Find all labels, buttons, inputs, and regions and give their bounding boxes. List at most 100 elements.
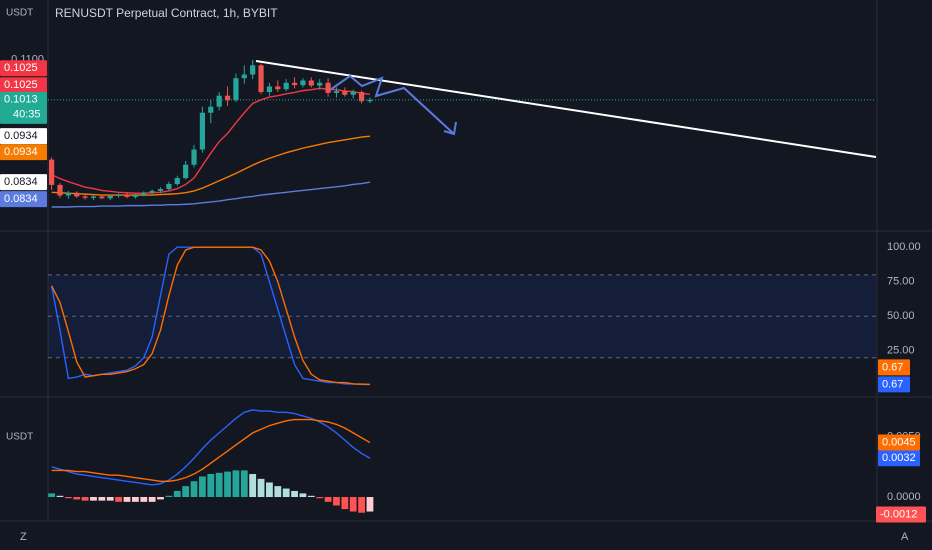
candle-body bbox=[166, 184, 172, 190]
histogram-bar bbox=[157, 497, 164, 500]
band-fill bbox=[48, 274, 876, 358]
histogram-bar bbox=[291, 490, 298, 498]
y-tick-label: 0.0000 bbox=[887, 491, 921, 503]
candle-body bbox=[141, 192, 147, 196]
candle-body bbox=[199, 112, 206, 150]
series-line bbox=[51, 181, 371, 208]
histogram-bar bbox=[182, 486, 190, 498]
candle-body bbox=[149, 190, 155, 193]
candle-body bbox=[308, 80, 314, 86]
histogram-bar bbox=[131, 497, 139, 502]
histogram-bar bbox=[140, 497, 148, 502]
candle-body bbox=[157, 189, 164, 191]
histogram-bar bbox=[207, 474, 215, 498]
histogram-bar bbox=[274, 486, 282, 498]
price-label: 0.1025 bbox=[4, 62, 38, 74]
chart-title: RENUSDT Perpetual Contract, 1h, BYBIT bbox=[55, 6, 278, 20]
histogram-bar bbox=[349, 497, 357, 512]
histogram-bar bbox=[358, 497, 365, 513]
candle-body bbox=[258, 65, 264, 92]
candle-body bbox=[358, 92, 365, 102]
histogram-bar bbox=[266, 482, 273, 498]
histogram-bar bbox=[81, 497, 89, 501]
candle-body bbox=[325, 82, 331, 93]
histogram-bar bbox=[106, 497, 114, 501]
histogram-bar bbox=[324, 497, 332, 502]
histogram-bar bbox=[215, 472, 223, 498]
histogram-bar bbox=[90, 497, 97, 501]
value-label: 0.67 bbox=[882, 361, 903, 373]
candle-body bbox=[174, 178, 180, 184]
price-label: 0.0834 bbox=[4, 176, 38, 188]
candle-body bbox=[367, 99, 373, 102]
current-price-label: 0.1013 bbox=[4, 94, 38, 106]
goto-button[interactable]: Z bbox=[20, 531, 27, 543]
price-label-bg bbox=[0, 144, 47, 161]
marks bbox=[48, 59, 876, 513]
histogram-bar bbox=[98, 497, 106, 501]
value-label-bg bbox=[878, 434, 920, 451]
price-label-bg bbox=[0, 191, 47, 208]
trend-line-drawing bbox=[255, 60, 877, 158]
price-label: 0.1025 bbox=[4, 79, 38, 91]
histogram-bar bbox=[56, 495, 64, 498]
y-tick-label: 25.00 bbox=[887, 345, 915, 357]
histogram-bar bbox=[73, 497, 81, 500]
y-tick-label: 100.00 bbox=[887, 241, 921, 253]
candle-body bbox=[233, 78, 239, 101]
value-label-bg bbox=[878, 450, 920, 467]
series-line bbox=[51, 418, 371, 482]
y-tick-label: 75.00 bbox=[887, 276, 915, 288]
candle-body bbox=[82, 196, 88, 198]
candle-body bbox=[74, 192, 80, 197]
histogram-bar bbox=[173, 490, 181, 498]
countdown-label: 40:35 bbox=[13, 109, 41, 121]
histogram-bar bbox=[115, 497, 123, 502]
candle-body bbox=[241, 74, 247, 79]
value-label-bg bbox=[878, 359, 910, 376]
histogram-bar bbox=[366, 497, 374, 512]
auto-scale-button[interactable]: A bbox=[901, 531, 909, 543]
histogram-bar bbox=[224, 471, 231, 498]
series-line bbox=[50, 246, 370, 386]
candle-body bbox=[300, 80, 306, 86]
histogram-bar bbox=[190, 481, 198, 498]
price-label: 0.0834 bbox=[4, 193, 38, 205]
histogram-bar bbox=[232, 470, 240, 498]
histogram-bar bbox=[64, 497, 72, 499]
candle-body bbox=[49, 159, 55, 185]
value-label: 0.0032 bbox=[882, 452, 916, 464]
candle-body bbox=[107, 195, 113, 199]
labels: 0.11000.10250.10250.09340.09340.08340.08… bbox=[0, 54, 926, 523]
histogram-bar bbox=[333, 497, 340, 506]
candle-body bbox=[224, 95, 231, 101]
candle-body bbox=[333, 91, 340, 93]
histogram-bar bbox=[240, 470, 248, 498]
candle-body bbox=[342, 91, 348, 95]
histogram-bar bbox=[257, 478, 265, 498]
histogram-bar bbox=[165, 495, 173, 498]
path-drawing bbox=[329, 74, 455, 135]
histogram-bar bbox=[316, 497, 324, 499]
value-label-bg bbox=[876, 506, 926, 523]
unit-label: USDT bbox=[6, 432, 33, 443]
arrow-head bbox=[443, 121, 457, 136]
price-label: 0.0934 bbox=[4, 146, 38, 158]
candle-body bbox=[191, 149, 197, 165]
candle-body bbox=[116, 194, 122, 196]
histogram-bar bbox=[307, 495, 315, 498]
candle-body bbox=[317, 82, 323, 86]
series-line bbox=[51, 135, 371, 196]
histogram-bar bbox=[249, 474, 257, 498]
unit-label: USDT bbox=[6, 8, 33, 19]
histogram-bar bbox=[199, 476, 206, 498]
candle-body bbox=[291, 82, 298, 86]
price-label-bg bbox=[0, 174, 47, 191]
candle-body bbox=[57, 184, 63, 196]
value-label: -0.0012 bbox=[880, 508, 917, 520]
value-label-bg bbox=[878, 376, 910, 393]
histogram-bar bbox=[282, 488, 290, 498]
candle-body bbox=[266, 86, 273, 92]
candle-body bbox=[208, 106, 214, 113]
histogram-bar bbox=[123, 497, 131, 502]
